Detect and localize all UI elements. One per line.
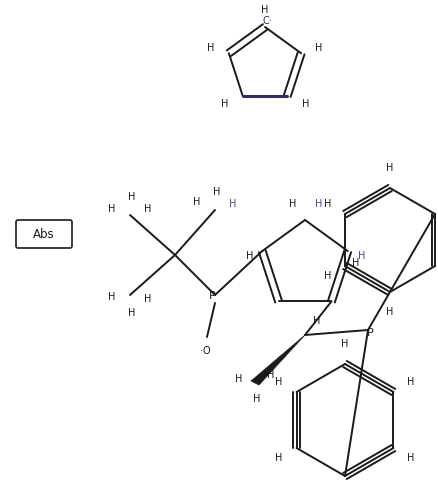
Text: H: H [386,307,394,317]
Text: H: H [253,394,261,404]
Text: H: H [108,204,116,214]
Text: H: H [324,271,331,281]
Text: H: H [128,192,136,202]
Text: H: H [302,99,309,109]
Text: H: H [358,251,365,261]
Text: H: H [193,197,201,207]
Text: H: H [230,199,237,209]
Text: H: H [324,199,331,209]
Text: H: H [267,370,275,380]
Text: H: H [276,377,283,387]
Text: H: H [235,374,243,384]
Text: H: H [313,316,321,326]
Text: Abs: Abs [33,227,55,241]
Text: H: H [144,204,152,214]
Text: P: P [208,291,215,301]
Text: H: H [207,43,215,53]
Text: H: H [290,199,297,209]
Text: C·: C· [262,16,272,26]
Text: H: H [352,258,360,268]
Text: H: H [315,199,323,209]
Text: ·O: ·O [200,346,210,356]
Text: H: H [341,339,349,349]
Text: P: P [367,328,373,338]
Text: H: H [407,377,414,387]
Text: H: H [221,99,228,109]
Text: H: H [407,453,414,463]
Text: H: H [386,163,394,173]
Text: H: H [108,292,116,302]
Text: H: H [128,308,136,318]
Polygon shape [251,335,305,385]
Text: H: H [276,453,283,463]
Text: H: H [144,294,152,304]
FancyBboxPatch shape [16,220,72,248]
Text: H: H [261,5,268,15]
Text: H: H [246,251,253,261]
Text: H: H [315,43,323,53]
Text: H: H [213,187,221,197]
